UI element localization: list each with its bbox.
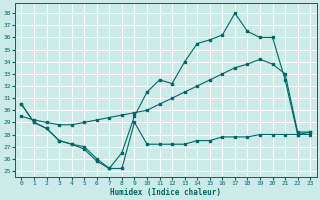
X-axis label: Humidex (Indice chaleur): Humidex (Indice chaleur) — [110, 188, 221, 197]
